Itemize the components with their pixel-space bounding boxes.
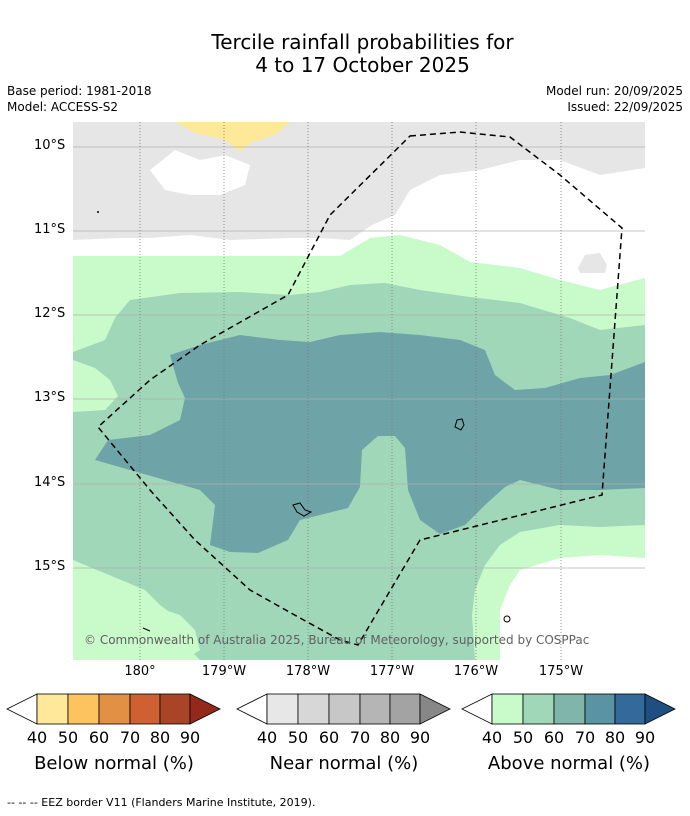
tick: 70 — [345, 728, 375, 747]
colorbar-below-normal — [6, 692, 222, 728]
tick: 60 — [539, 728, 569, 747]
cbar-below-3 — [99, 694, 130, 724]
copyright-notice: © Commonwealth of Australia 2025, Bureau… — [84, 633, 589, 647]
colorbar-above-title: Above normal (%) — [461, 753, 677, 774]
cbar-near-3 — [329, 694, 360, 724]
cbar-above-3 — [554, 694, 585, 724]
tick: 80 — [600, 728, 630, 747]
tick: 40 — [252, 728, 282, 747]
tick: 90 — [630, 728, 660, 747]
cbar-below-5 — [160, 694, 190, 724]
cbar-below-1 — [37, 694, 68, 724]
lat-label-14s: 14°S — [34, 475, 65, 490]
cbar-near-5 — [390, 694, 420, 724]
cbar-below-2 — [68, 694, 99, 724]
cbar-near-1 — [267, 694, 298, 724]
tick: 80 — [375, 728, 405, 747]
tick: 90 — [175, 728, 205, 747]
colorbar-below-title: Below normal (%) — [6, 753, 222, 774]
cbar-below-6 — [190, 694, 220, 724]
cbar-below-0 — [7, 694, 37, 724]
tick: 70 — [570, 728, 600, 747]
map-contours — [73, 122, 645, 660]
cbar-near-6 — [420, 694, 450, 724]
cbar-near-0 — [237, 694, 267, 724]
lon-label-178w: 178°W — [273, 664, 343, 679]
tick: 60 — [314, 728, 344, 747]
tick: 70 — [115, 728, 145, 747]
colorbar-near-title: Near normal (%) — [236, 753, 452, 774]
tick: 90 — [405, 728, 435, 747]
cbar-near-2 — [298, 694, 329, 724]
tick: 60 — [84, 728, 114, 747]
probability-map — [0, 0, 690, 700]
lat-label-11s: 11°S — [34, 222, 65, 237]
lat-label-12s: 12°S — [34, 306, 65, 321]
colorbar-above-normal — [461, 692, 677, 728]
lat-label-15s: 15°S — [34, 559, 65, 574]
colorbar-near-normal — [236, 692, 452, 728]
tick: 40 — [22, 728, 52, 747]
lon-label-176w: 176°W — [441, 664, 511, 679]
eez-footnote: -- -- -- EEZ border V11 (Flanders Marine… — [7, 796, 315, 809]
tick: 80 — [145, 728, 175, 747]
lat-label-10s: 10°S — [34, 138, 65, 153]
tick: 40 — [477, 728, 507, 747]
cbar-above-0 — [462, 694, 492, 724]
lon-label-179w: 179°W — [189, 664, 259, 679]
cbar-below-4 — [130, 694, 160, 724]
lon-label-177w: 177°W — [357, 664, 427, 679]
island-dot — [97, 211, 99, 213]
lat-label-13s: 13°S — [34, 390, 65, 405]
tick: 50 — [53, 728, 83, 747]
cbar-near-4 — [360, 694, 390, 724]
lon-label-175w: 175°W — [526, 664, 596, 679]
cbar-above-2 — [523, 694, 554, 724]
tick: 50 — [508, 728, 538, 747]
lon-label-180: 180° — [105, 664, 175, 679]
cbar-above-4 — [585, 694, 615, 724]
cbar-above-5 — [615, 694, 645, 724]
tick: 50 — [283, 728, 313, 747]
cbar-above-1 — [492, 694, 523, 724]
cbar-above-6 — [645, 694, 675, 724]
